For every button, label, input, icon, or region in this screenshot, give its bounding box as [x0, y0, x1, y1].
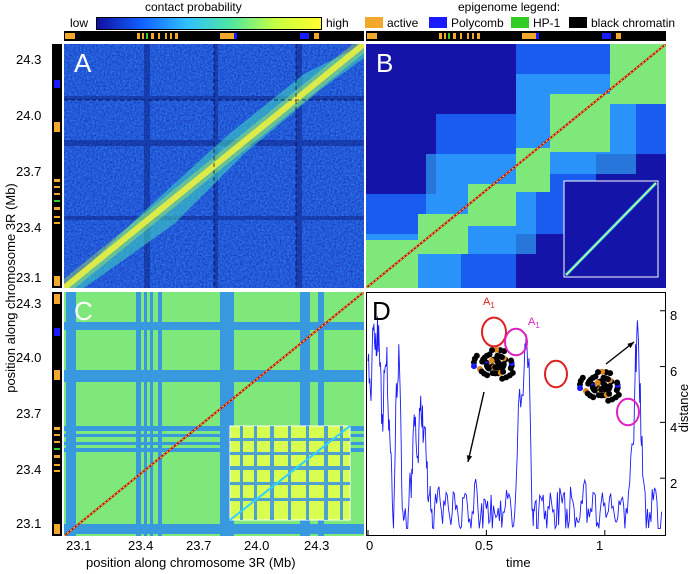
colorbar-title: contact probability	[145, 0, 242, 14]
panel-d-a-label-1: A1	[483, 296, 495, 311]
y-tick-top-0: 24.3	[16, 52, 42, 67]
d-x-tick-0: 0	[366, 538, 374, 553]
arrow-to-low	[467, 391, 485, 463]
y-tick-top-1: 24.0	[16, 108, 42, 123]
panel-b-inset	[563, 180, 659, 278]
panel-d-plot	[366, 292, 666, 536]
panel-c-contact-map	[64, 292, 364, 536]
epigenome-track-left-bottom	[52, 292, 62, 536]
d-y-axis-label: distance	[676, 383, 691, 433]
x-axis-label: position along chromosome 3R (Mb)	[86, 555, 296, 570]
circle-a1-red	[481, 316, 507, 348]
epigenome-track-top-left	[64, 31, 364, 41]
y-tick-top-2: 23.7	[16, 164, 42, 179]
panel-a-contact-map	[64, 44, 364, 288]
panel-b-contact-map	[366, 44, 666, 288]
circle-a1-magenta	[504, 327, 528, 357]
y-tick-bottom-1: 24.0	[16, 350, 42, 365]
polymer-cartoon-1	[470, 346, 516, 382]
polymer-cartoon-2	[576, 368, 622, 404]
panel-a-letter: A	[74, 48, 92, 78]
legend-swatch-polycomb	[429, 17, 447, 28]
circle-a2-magenta	[616, 397, 640, 427]
panel-c-inset	[229, 425, 351, 521]
colorbar-high-label: high	[326, 16, 349, 30]
circle-a2-red	[544, 359, 568, 389]
panel-d-a-label-2: A1	[528, 316, 540, 331]
arrow-to-low-head	[466, 455, 473, 462]
colorbar	[96, 17, 322, 30]
panel-b-letter: B	[376, 48, 394, 78]
x-tick-1: 23.4	[128, 538, 154, 553]
epigenome-track-left-top	[52, 44, 62, 288]
d-y-tick-2: 6	[670, 364, 678, 379]
d-x-tick-2: 1	[596, 538, 604, 553]
d-x-axis-label: time	[506, 555, 531, 570]
panel-c-letter: C	[74, 296, 93, 326]
colorbar-low-label: low	[70, 16, 89, 30]
epigenome-track-top-right	[366, 31, 666, 41]
y-tick-top-4: 23.1	[16, 270, 42, 285]
y-tick-bottom-0: 24.3	[16, 296, 42, 311]
d-y-tick-3: 8	[670, 308, 678, 323]
legend-label-hp1: HP-1	[533, 16, 561, 30]
d-x-tick-1: 0.5	[475, 538, 494, 553]
legend-swatch-active	[365, 17, 383, 28]
y-tick-bottom-2: 23.7	[16, 406, 42, 421]
d-series-line-0	[367, 316, 663, 531]
legend-label-polycomb: Polycomb	[451, 16, 504, 30]
y-axis-label: position along chromosome 3R (Mb)	[3, 183, 18, 393]
y-tick-top-3: 23.4	[16, 220, 42, 235]
panel-d-letter: D	[372, 296, 391, 326]
epigenome-legend-title: epigenome legend:	[458, 0, 561, 14]
arrow-to-high-head	[627, 342, 634, 349]
x-tick-2: 23.7	[186, 538, 212, 553]
epigenome-legend: active Polycomb HP-1 black chromatin	[365, 16, 695, 30]
d-y-tick-1: 4	[670, 420, 678, 435]
legend-swatch-black-chromatin	[569, 17, 587, 28]
y-tick-bottom-3: 23.4	[16, 462, 42, 477]
legend-swatch-hp1	[511, 17, 529, 28]
legend-label-black-chromatin: black chromatin	[591, 16, 676, 30]
y-tick-bottom-4: 23.1	[16, 516, 42, 531]
x-tick-4: 24.3	[304, 538, 330, 553]
x-tick-3: 24.0	[244, 538, 270, 553]
x-tick-0: 23.1	[66, 538, 92, 553]
d-y-tick-0: 2	[670, 476, 678, 491]
legend-label-active: active	[387, 16, 419, 30]
